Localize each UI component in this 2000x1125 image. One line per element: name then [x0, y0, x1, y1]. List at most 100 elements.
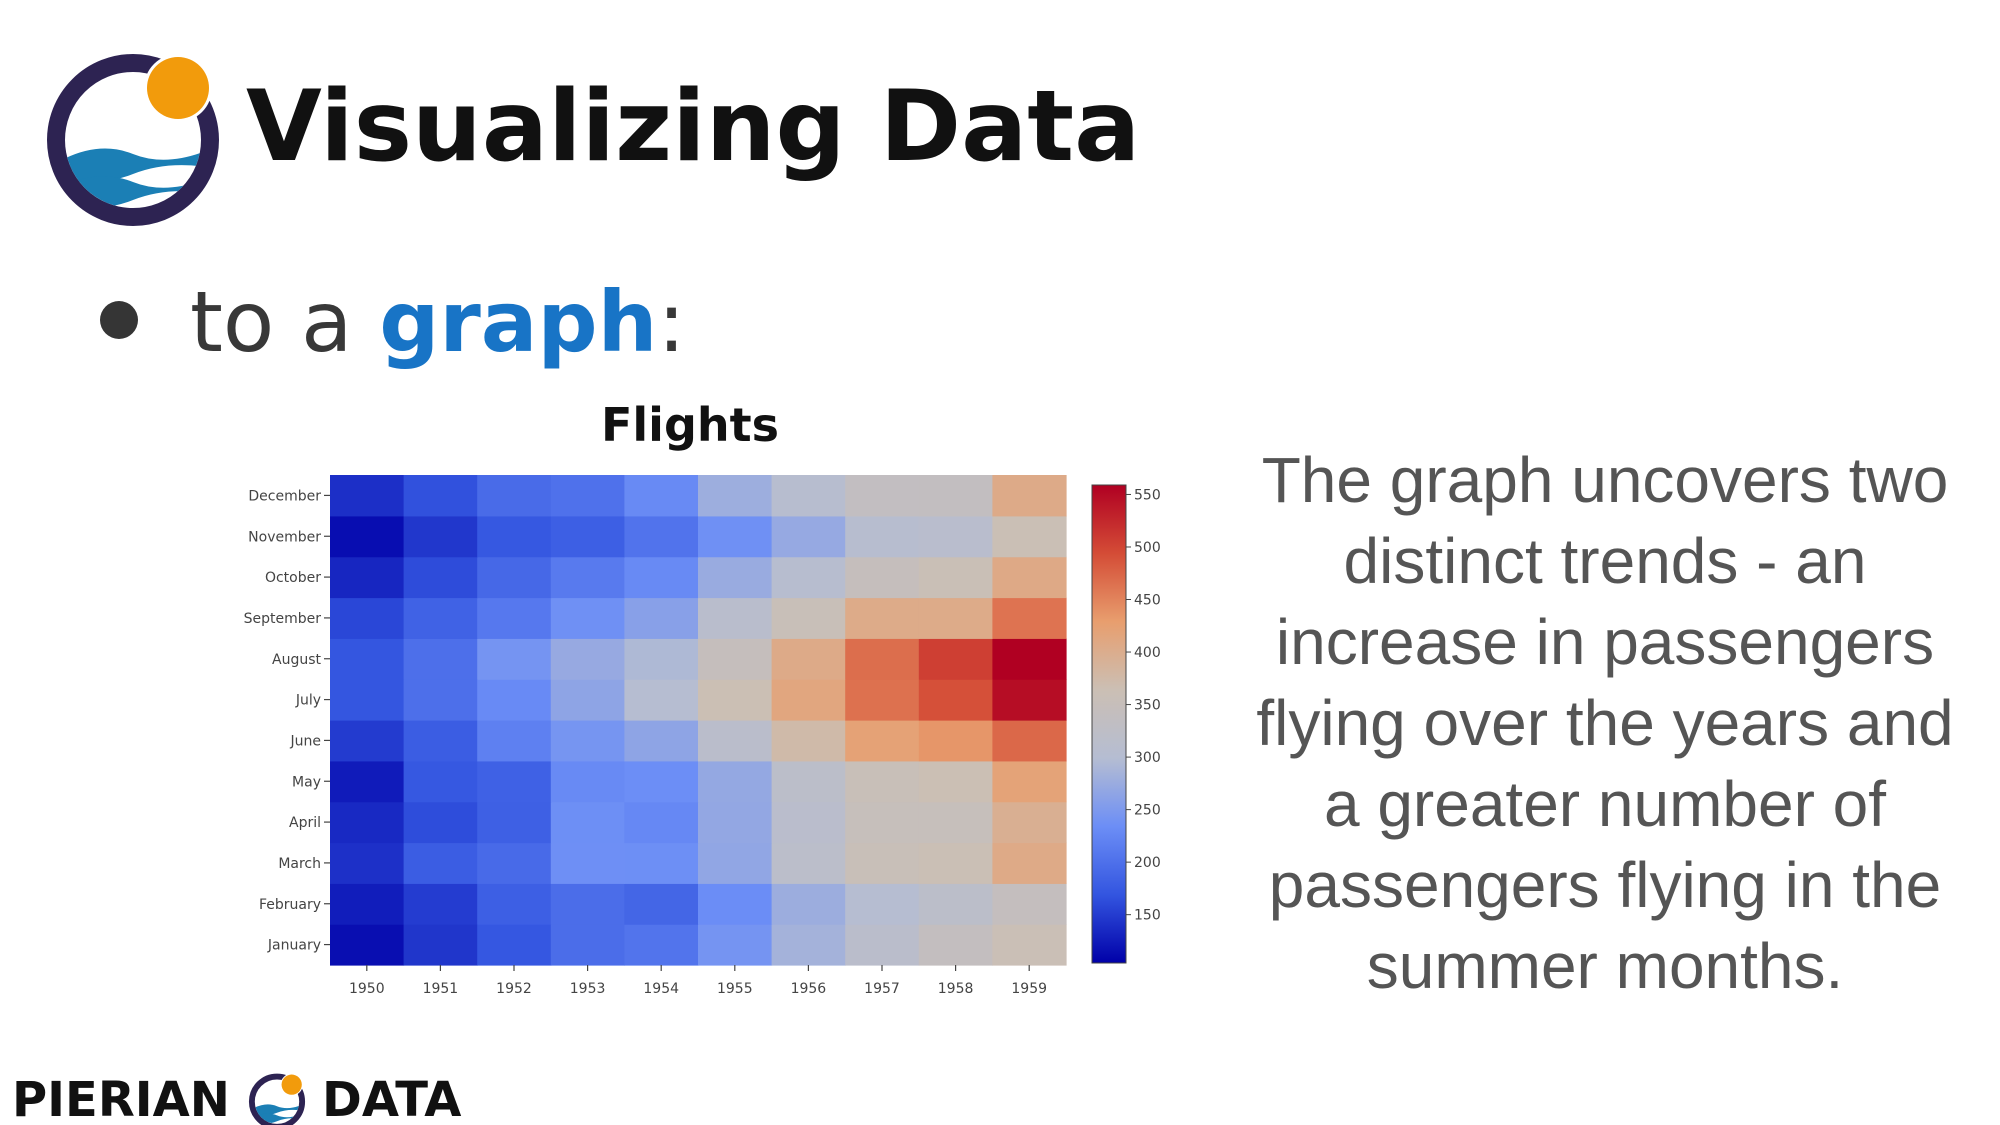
y-tick-label: December — [248, 488, 321, 504]
heatmap-cell — [918, 556, 993, 599]
heatmap-cell — [550, 515, 625, 558]
heatmap-cell — [698, 883, 773, 925]
heatmap-cell — [698, 597, 773, 639]
heatmap-cell — [624, 556, 699, 599]
heatmap-cell — [698, 760, 773, 803]
heatmap-cell — [845, 556, 920, 599]
y-tick-label: March — [278, 856, 321, 872]
heatmap-cell — [845, 475, 920, 517]
heatmap-cell — [403, 801, 478, 844]
heatmap-cell — [918, 597, 993, 639]
heatmap-cell — [845, 883, 920, 925]
heatmap-cell — [918, 720, 993, 762]
x-tick-label: 1955 — [717, 981, 753, 997]
heatmap-cell — [624, 475, 699, 517]
heatmap-cell — [992, 801, 1067, 844]
colorbar-tick-label: 550 — [1134, 487, 1161, 503]
bullet-highlight: graph — [379, 273, 658, 371]
heatmap-cell — [477, 475, 552, 517]
heatmap-cell — [698, 556, 773, 599]
heatmap-cell — [330, 597, 405, 639]
pierian-data-logo-icon — [248, 1073, 306, 1125]
heatmap-cell — [624, 842, 699, 884]
colorbar-tick-label: 500 — [1134, 540, 1161, 556]
heatmap-cell — [624, 801, 699, 844]
heatmap-cell — [992, 842, 1067, 884]
heatmap-cell — [918, 515, 993, 558]
page-title: Visualizing Data — [246, 70, 1141, 184]
heatmap-cell — [624, 679, 699, 721]
heatmap-cell — [845, 679, 920, 721]
y-tick-label: October — [265, 570, 321, 586]
heatmap-cell — [771, 597, 846, 639]
x-tick-label: 1958 — [938, 981, 974, 997]
heatmap-cell — [550, 883, 625, 925]
heatmap-cell — [330, 638, 405, 680]
heatmap-cell — [698, 842, 773, 884]
heatmap-cell — [330, 801, 405, 844]
heatmap-cell — [771, 760, 846, 803]
heatmap-cell — [403, 597, 478, 639]
x-tick-label: 1950 — [349, 981, 385, 997]
colorbar-tick-label: 150 — [1134, 908, 1161, 924]
heatmap-cell — [698, 638, 773, 680]
heatmap-cell — [550, 679, 625, 721]
chart-title: Flights — [600, 398, 779, 452]
heatmap-cell — [330, 556, 405, 599]
heatmap-cell — [403, 638, 478, 680]
footer-brand: PIERIAN DATA — [12, 1065, 461, 1125]
heatmap-cell — [330, 883, 405, 925]
y-tick-label: November — [248, 529, 321, 545]
heatmap-cell — [624, 924, 699, 966]
x-tick-label: 1957 — [864, 981, 900, 997]
heatmap-cell — [771, 638, 846, 680]
bullet-prefix: to a — [190, 273, 380, 371]
colorbar — [1091, 484, 1127, 964]
heatmap-cell — [550, 597, 625, 639]
heatmap-cell — [403, 760, 478, 803]
heatmap-cell — [698, 475, 773, 517]
heatmap-cell — [992, 638, 1067, 680]
heatmap-cell — [330, 842, 405, 884]
heatmap-cell — [624, 638, 699, 680]
heatmap-cell — [624, 597, 699, 639]
heatmap-cell — [918, 883, 993, 925]
heatmap-cell — [403, 924, 478, 966]
y-tick-label: September — [244, 611, 322, 627]
heatmap-chart: January February March April May June July Augu… — [244, 475, 1161, 997]
heatmap-cell — [771, 679, 846, 721]
heatmap-cell — [992, 597, 1067, 639]
heatmap-cell — [918, 842, 993, 884]
heatmap-cell — [771, 924, 846, 966]
footer-brand-right: DATA — [321, 1072, 462, 1125]
heatmap-cell — [771, 720, 846, 762]
heatmap-cell — [477, 556, 552, 599]
heatmap-cell — [403, 883, 478, 925]
heatmap-cell — [477, 720, 552, 762]
heatmap-cell — [403, 556, 478, 599]
heatmap-cell — [477, 924, 552, 966]
heatmap-cell — [403, 679, 478, 721]
heatmap-cell — [698, 924, 773, 966]
heatmap-cell — [918, 924, 993, 966]
heatmap-cell — [918, 638, 993, 680]
x-tick-label: 1953 — [570, 981, 606, 997]
heatmap-cell — [550, 475, 625, 517]
heatmap-cell — [477, 515, 552, 558]
heatmap-cell — [624, 760, 699, 803]
heatmap-cell — [477, 883, 552, 925]
heatmap-cell — [845, 924, 920, 966]
heatmap-cell — [624, 883, 699, 925]
footer-brand-left: PIERIAN — [12, 1072, 230, 1125]
heatmap-cell — [992, 760, 1067, 803]
heatmap-cell — [330, 760, 405, 803]
heatmap-cell — [771, 842, 846, 884]
heatmap-cell — [477, 638, 552, 680]
bullet-item: to a graph: — [100, 280, 686, 364]
colorbar-tick-label: 350 — [1134, 698, 1161, 714]
heatmap-cell — [771, 515, 846, 558]
heatmap-cell — [330, 515, 405, 558]
heatmap-cell — [698, 515, 773, 558]
heatmap-cell — [330, 720, 405, 762]
heatmap-cell — [550, 720, 625, 762]
